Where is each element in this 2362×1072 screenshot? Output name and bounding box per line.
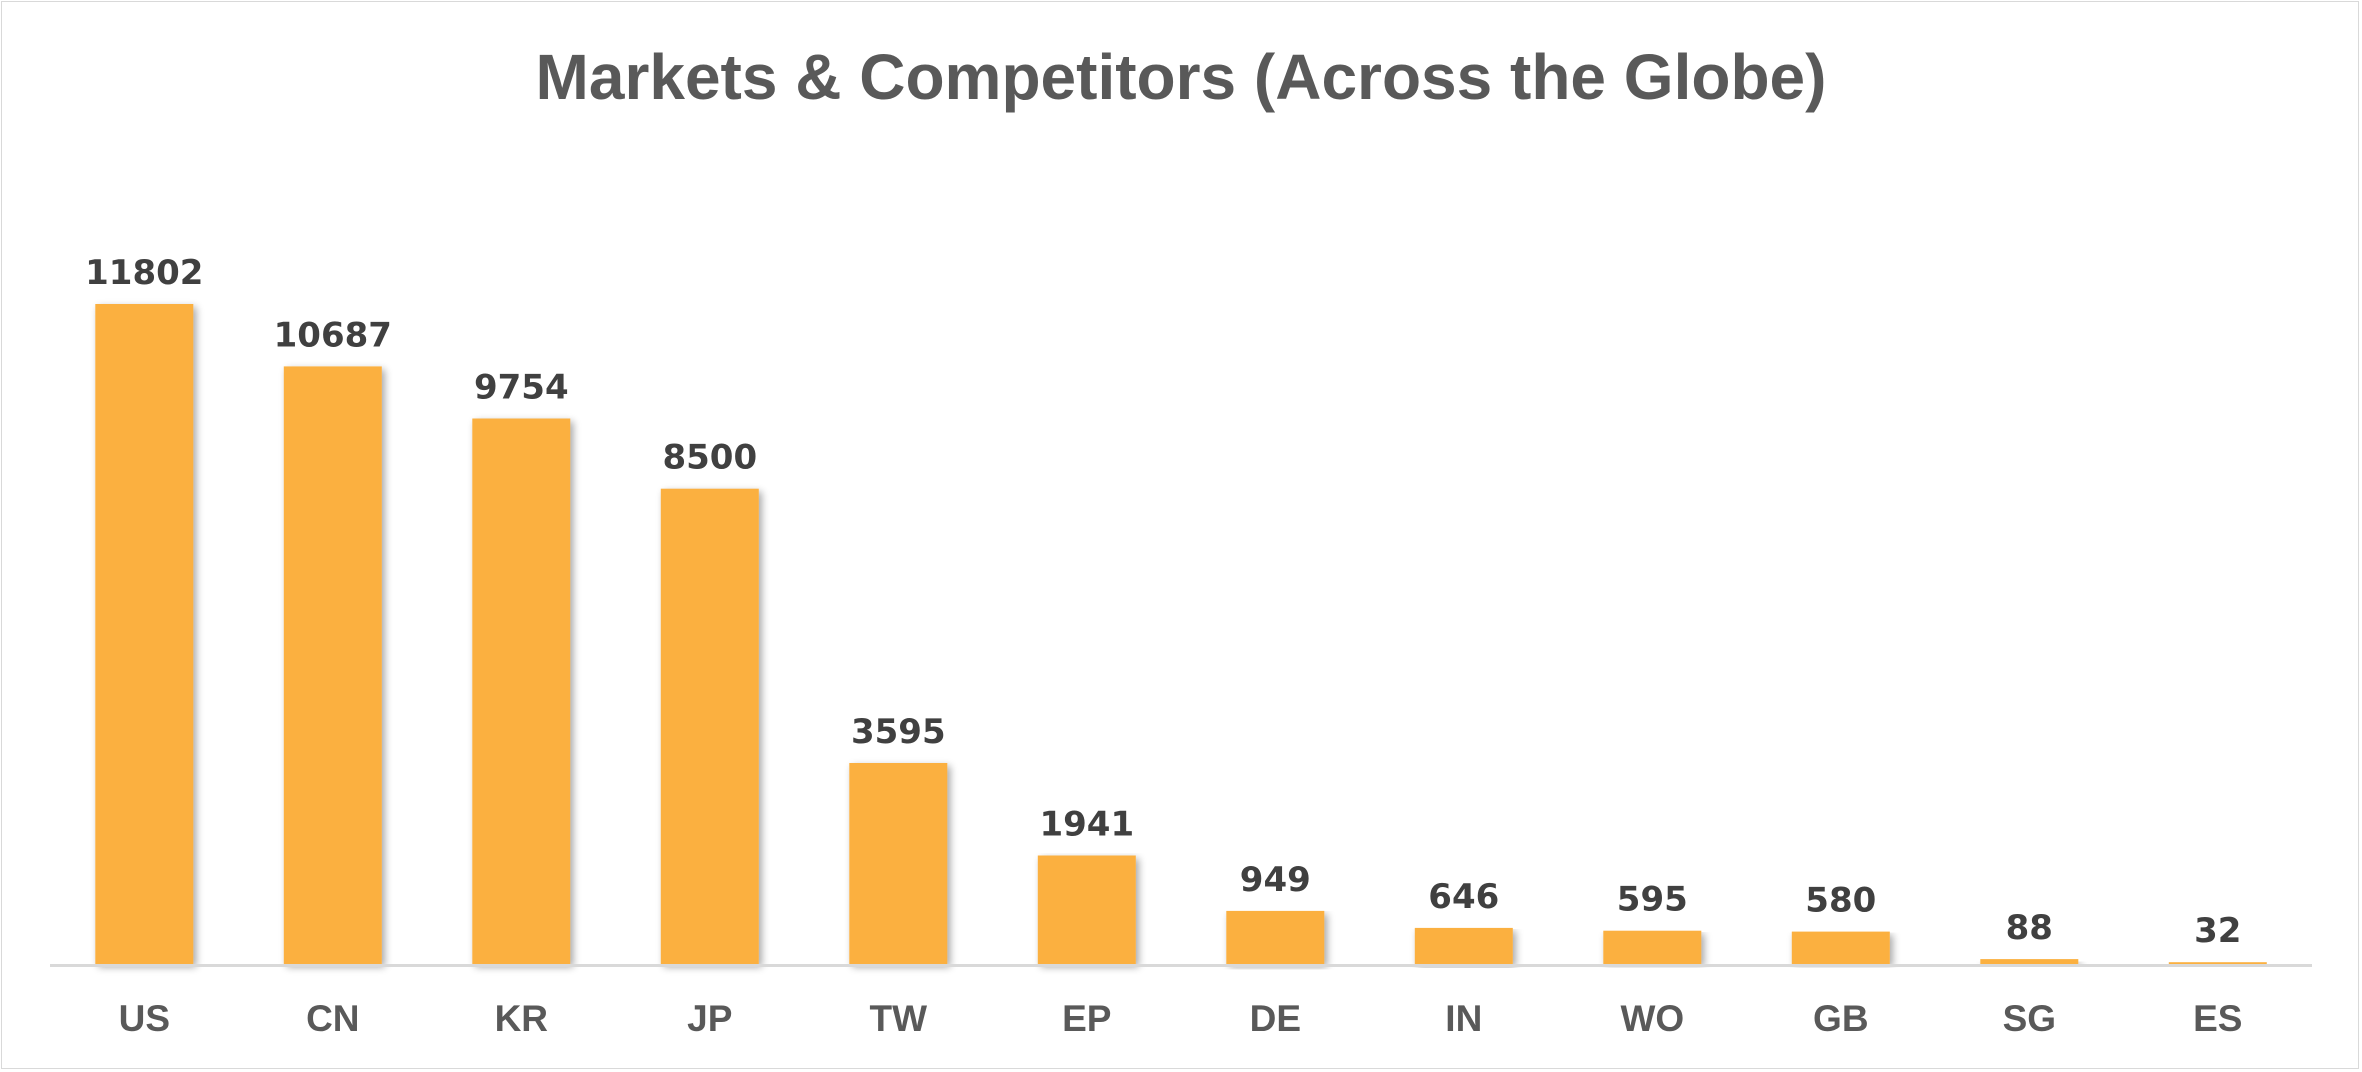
category-labels-layer: US CN KR JP TW EP DE IN WO GB SG ES	[119, 998, 2243, 1039]
value-label-jp: 8500	[662, 438, 757, 478]
bar-tw	[849, 763, 947, 964]
category-label-tw: TW	[870, 998, 928, 1039]
category-label-in: IN	[1445, 998, 1482, 1039]
bar-in	[1415, 928, 1513, 964]
bar-ep	[1038, 856, 1136, 965]
value-label-sg: 88	[2006, 908, 2053, 948]
category-label-kr: KR	[495, 998, 548, 1039]
value-labels-layer: 11802 10687 9754 8500 3595 1941 949 646 595 580 88…	[85, 253, 2241, 951]
category-label-de: DE	[1250, 998, 1301, 1039]
bar-es	[2169, 962, 2267, 964]
bar-gb	[1792, 932, 1890, 964]
value-label-tw: 3595	[851, 712, 946, 752]
bars-layer	[95, 304, 2267, 964]
category-label-es: ES	[2193, 998, 2242, 1039]
value-label-kr: 9754	[474, 368, 569, 408]
category-label-cn: CN	[306, 998, 359, 1039]
bar-cn	[284, 366, 382, 964]
bar-sg	[1980, 959, 2078, 964]
category-label-wo: WO	[1620, 998, 1684, 1039]
bar-kr	[472, 419, 570, 965]
value-label-us: 11802	[85, 253, 203, 293]
value-label-wo: 595	[1617, 880, 1688, 920]
category-label-gb: GB	[1813, 998, 1869, 1039]
bar-us	[95, 304, 193, 964]
value-label-gb: 580	[1805, 881, 1876, 921]
value-label-in: 646	[1428, 877, 1499, 917]
bar-wo	[1603, 931, 1701, 964]
value-label-de: 949	[1240, 860, 1311, 900]
value-label-cn: 10687	[274, 315, 392, 355]
value-label-es: 32	[2194, 911, 2241, 951]
category-label-jp: JP	[687, 998, 732, 1039]
category-label-sg: SG	[2003, 998, 2056, 1039]
category-label-us: US	[119, 998, 170, 1039]
category-label-ep: EP	[1062, 998, 1111, 1039]
bar-jp	[661, 489, 759, 964]
value-label-ep: 1941	[1039, 805, 1134, 845]
bar-de	[1226, 911, 1324, 964]
